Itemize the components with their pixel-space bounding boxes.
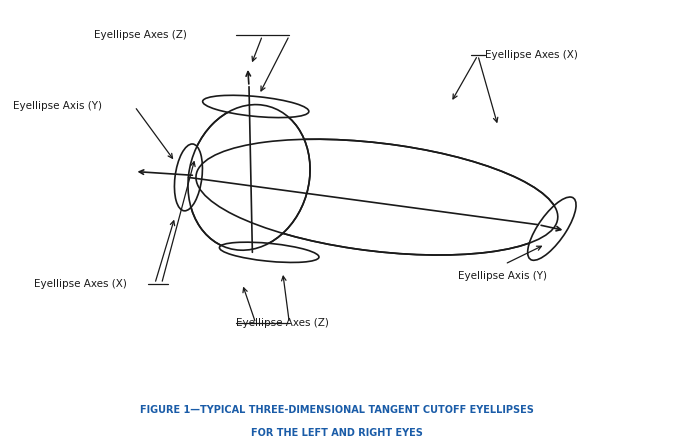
Ellipse shape	[174, 144, 203, 211]
Text: Eyellipse Axes (X): Eyellipse Axes (X)	[34, 279, 127, 289]
Ellipse shape	[219, 242, 319, 263]
Text: Eyellipse Axes (X): Eyellipse Axes (X)	[485, 50, 577, 60]
Text: Eyellipse Axes (Z): Eyellipse Axes (Z)	[236, 318, 328, 328]
Text: FOR THE LEFT AND RIGHT EYES: FOR THE LEFT AND RIGHT EYES	[250, 428, 423, 439]
Text: Eyellipse Axis (Y): Eyellipse Axis (Y)	[458, 271, 546, 281]
Text: FIGURE 1—TYPICAL THREE-DIMENSIONAL TANGENT CUTOFF EYELLIPSES: FIGURE 1—TYPICAL THREE-DIMENSIONAL TANGE…	[139, 405, 534, 415]
Ellipse shape	[528, 197, 576, 260]
Ellipse shape	[188, 105, 310, 250]
Ellipse shape	[203, 95, 309, 117]
Ellipse shape	[196, 139, 558, 255]
Text: Eyellipse Axes (Z): Eyellipse Axes (Z)	[94, 30, 187, 40]
Text: Eyellipse Axis (Y): Eyellipse Axis (Y)	[13, 101, 102, 112]
